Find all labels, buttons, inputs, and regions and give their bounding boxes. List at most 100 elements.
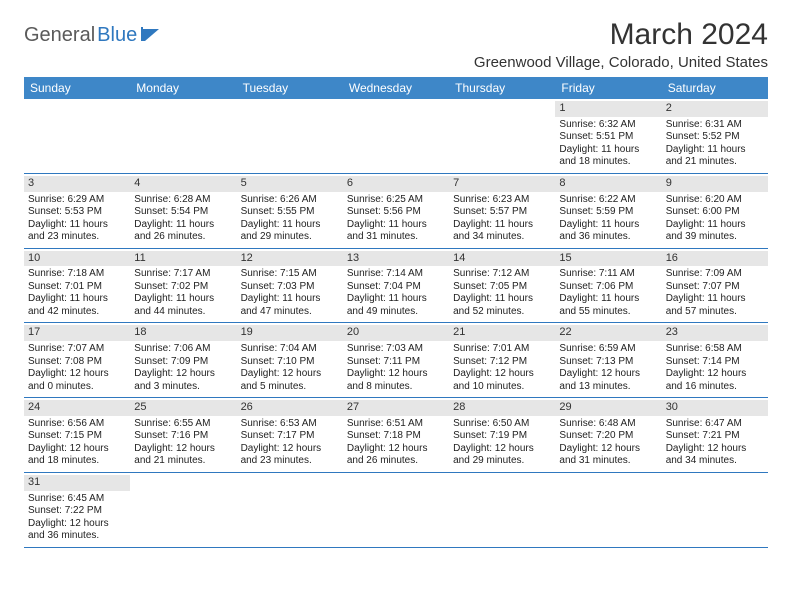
day-daylight: Daylight: 12 hours and 34 minutes. [666, 443, 764, 468]
day-daylight: Daylight: 11 hours and 23 minutes. [28, 219, 126, 244]
day-sunset: Sunset: 5:53 PM [28, 206, 126, 219]
week-row: 17Sunrise: 7:07 AMSunset: 7:08 PMDayligh… [24, 323, 768, 398]
day-sunrise: Sunrise: 6:56 AM [28, 418, 126, 431]
day-cell: 12Sunrise: 7:15 AMSunset: 7:03 PMDayligh… [237, 249, 343, 323]
day-number: 4 [130, 176, 236, 192]
weeks-container: 1Sunrise: 6:32 AMSunset: 5:51 PMDaylight… [24, 99, 768, 548]
day-sunset: Sunset: 5:59 PM [559, 206, 657, 219]
day-sunset: Sunset: 7:01 PM [28, 281, 126, 294]
day-number: 28 [449, 400, 555, 416]
day-number: 27 [343, 400, 449, 416]
flag-icon [141, 27, 163, 46]
day-number: 5 [237, 176, 343, 192]
day-sunrise: Sunrise: 7:04 AM [241, 343, 339, 356]
day-cell: 26Sunrise: 6:53 AMSunset: 7:17 PMDayligh… [237, 398, 343, 472]
day-number: 8 [555, 176, 661, 192]
day-sunrise: Sunrise: 7:17 AM [134, 268, 232, 281]
day-sunset: Sunset: 7:15 PM [28, 430, 126, 443]
weekday-header: Tuesday [237, 77, 343, 99]
day-sunset: Sunset: 7:05 PM [453, 281, 551, 294]
day-number: 30 [662, 400, 768, 416]
day-cell-empty [343, 99, 449, 173]
day-daylight: Daylight: 12 hours and 26 minutes. [347, 443, 445, 468]
day-cell-empty [343, 473, 449, 547]
day-sunset: Sunset: 7:22 PM [28, 505, 126, 518]
day-cell: 18Sunrise: 7:06 AMSunset: 7:09 PMDayligh… [130, 323, 236, 397]
day-cell-empty [449, 99, 555, 173]
weekday-header: Monday [130, 77, 236, 99]
day-cell: 30Sunrise: 6:47 AMSunset: 7:21 PMDayligh… [662, 398, 768, 472]
day-sunset: Sunset: 5:55 PM [241, 206, 339, 219]
title-block: March 2024 Greenwood Village, Colorado, … [474, 18, 768, 71]
day-cell: 1Sunrise: 6:32 AMSunset: 5:51 PMDaylight… [555, 99, 661, 173]
day-number: 31 [24, 475, 130, 491]
day-number: 15 [555, 251, 661, 267]
day-sunset: Sunset: 5:56 PM [347, 206, 445, 219]
day-cell: 23Sunrise: 6:58 AMSunset: 7:14 PMDayligh… [662, 323, 768, 397]
day-sunset: Sunset: 7:04 PM [347, 281, 445, 294]
day-daylight: Daylight: 11 hours and 18 minutes. [559, 144, 657, 169]
week-row: 31Sunrise: 6:45 AMSunset: 7:22 PMDayligh… [24, 473, 768, 548]
day-daylight: Daylight: 11 hours and 39 minutes. [666, 219, 764, 244]
day-number: 3 [24, 176, 130, 192]
day-daylight: Daylight: 11 hours and 52 minutes. [453, 293, 551, 318]
week-row: 10Sunrise: 7:18 AMSunset: 7:01 PMDayligh… [24, 249, 768, 324]
day-number: 9 [662, 176, 768, 192]
location-subtitle: Greenwood Village, Colorado, United Stat… [474, 54, 768, 71]
day-sunset: Sunset: 7:18 PM [347, 430, 445, 443]
day-sunrise: Sunrise: 6:32 AM [559, 119, 657, 132]
day-number: 13 [343, 251, 449, 267]
day-cell: 5Sunrise: 6:26 AMSunset: 5:55 PMDaylight… [237, 174, 343, 248]
day-sunset: Sunset: 7:21 PM [666, 430, 764, 443]
page: General Blue March 2024 Greenwood Villag… [0, 0, 792, 566]
day-sunset: Sunset: 7:08 PM [28, 356, 126, 369]
day-sunrise: Sunrise: 6:26 AM [241, 194, 339, 207]
day-daylight: Daylight: 11 hours and 42 minutes. [28, 293, 126, 318]
day-sunrise: Sunrise: 6:22 AM [559, 194, 657, 207]
logo: General Blue [24, 24, 163, 47]
day-number: 10 [24, 251, 130, 267]
day-sunset: Sunset: 7:19 PM [453, 430, 551, 443]
day-sunrise: Sunrise: 7:09 AM [666, 268, 764, 281]
weekday-header-row: Sunday Monday Tuesday Wednesday Thursday… [24, 77, 768, 99]
day-sunset: Sunset: 7:03 PM [241, 281, 339, 294]
day-cell: 14Sunrise: 7:12 AMSunset: 7:05 PMDayligh… [449, 249, 555, 323]
day-daylight: Daylight: 11 hours and 49 minutes. [347, 293, 445, 318]
day-number: 18 [130, 325, 236, 341]
day-cell: 7Sunrise: 6:23 AMSunset: 5:57 PMDaylight… [449, 174, 555, 248]
day-sunrise: Sunrise: 7:01 AM [453, 343, 551, 356]
day-sunset: Sunset: 5:52 PM [666, 131, 764, 144]
month-title: March 2024 [474, 18, 768, 52]
day-cell: 17Sunrise: 7:07 AMSunset: 7:08 PMDayligh… [24, 323, 130, 397]
day-cell-empty [449, 473, 555, 547]
day-cell: 31Sunrise: 6:45 AMSunset: 7:22 PMDayligh… [24, 473, 130, 547]
day-sunset: Sunset: 7:07 PM [666, 281, 764, 294]
day-number: 24 [24, 400, 130, 416]
day-daylight: Daylight: 12 hours and 18 minutes. [28, 443, 126, 468]
day-sunrise: Sunrise: 6:23 AM [453, 194, 551, 207]
day-sunrise: Sunrise: 6:45 AM [28, 493, 126, 506]
day-sunset: Sunset: 5:57 PM [453, 206, 551, 219]
day-cell: 2Sunrise: 6:31 AMSunset: 5:52 PMDaylight… [662, 99, 768, 173]
day-sunset: Sunset: 7:20 PM [559, 430, 657, 443]
day-sunrise: Sunrise: 6:31 AM [666, 119, 764, 132]
day-number: 22 [555, 325, 661, 341]
header: General Blue March 2024 Greenwood Villag… [24, 18, 768, 71]
day-cell: 9Sunrise: 6:20 AMSunset: 6:00 PMDaylight… [662, 174, 768, 248]
day-sunset: Sunset: 5:54 PM [134, 206, 232, 219]
day-cell-empty [237, 99, 343, 173]
day-daylight: Daylight: 11 hours and 55 minutes. [559, 293, 657, 318]
day-number: 21 [449, 325, 555, 341]
weekday-header: Wednesday [343, 77, 449, 99]
day-sunset: Sunset: 7:11 PM [347, 356, 445, 369]
day-sunrise: Sunrise: 6:28 AM [134, 194, 232, 207]
day-cell: 10Sunrise: 7:18 AMSunset: 7:01 PMDayligh… [24, 249, 130, 323]
week-row: 1Sunrise: 6:32 AMSunset: 5:51 PMDaylight… [24, 99, 768, 174]
day-daylight: Daylight: 11 hours and 34 minutes. [453, 219, 551, 244]
day-sunset: Sunset: 7:06 PM [559, 281, 657, 294]
day-sunset: Sunset: 7:14 PM [666, 356, 764, 369]
day-cell: 29Sunrise: 6:48 AMSunset: 7:20 PMDayligh… [555, 398, 661, 472]
day-number: 23 [662, 325, 768, 341]
day-cell: 6Sunrise: 6:25 AMSunset: 5:56 PMDaylight… [343, 174, 449, 248]
day-daylight: Daylight: 12 hours and 0 minutes. [28, 368, 126, 393]
